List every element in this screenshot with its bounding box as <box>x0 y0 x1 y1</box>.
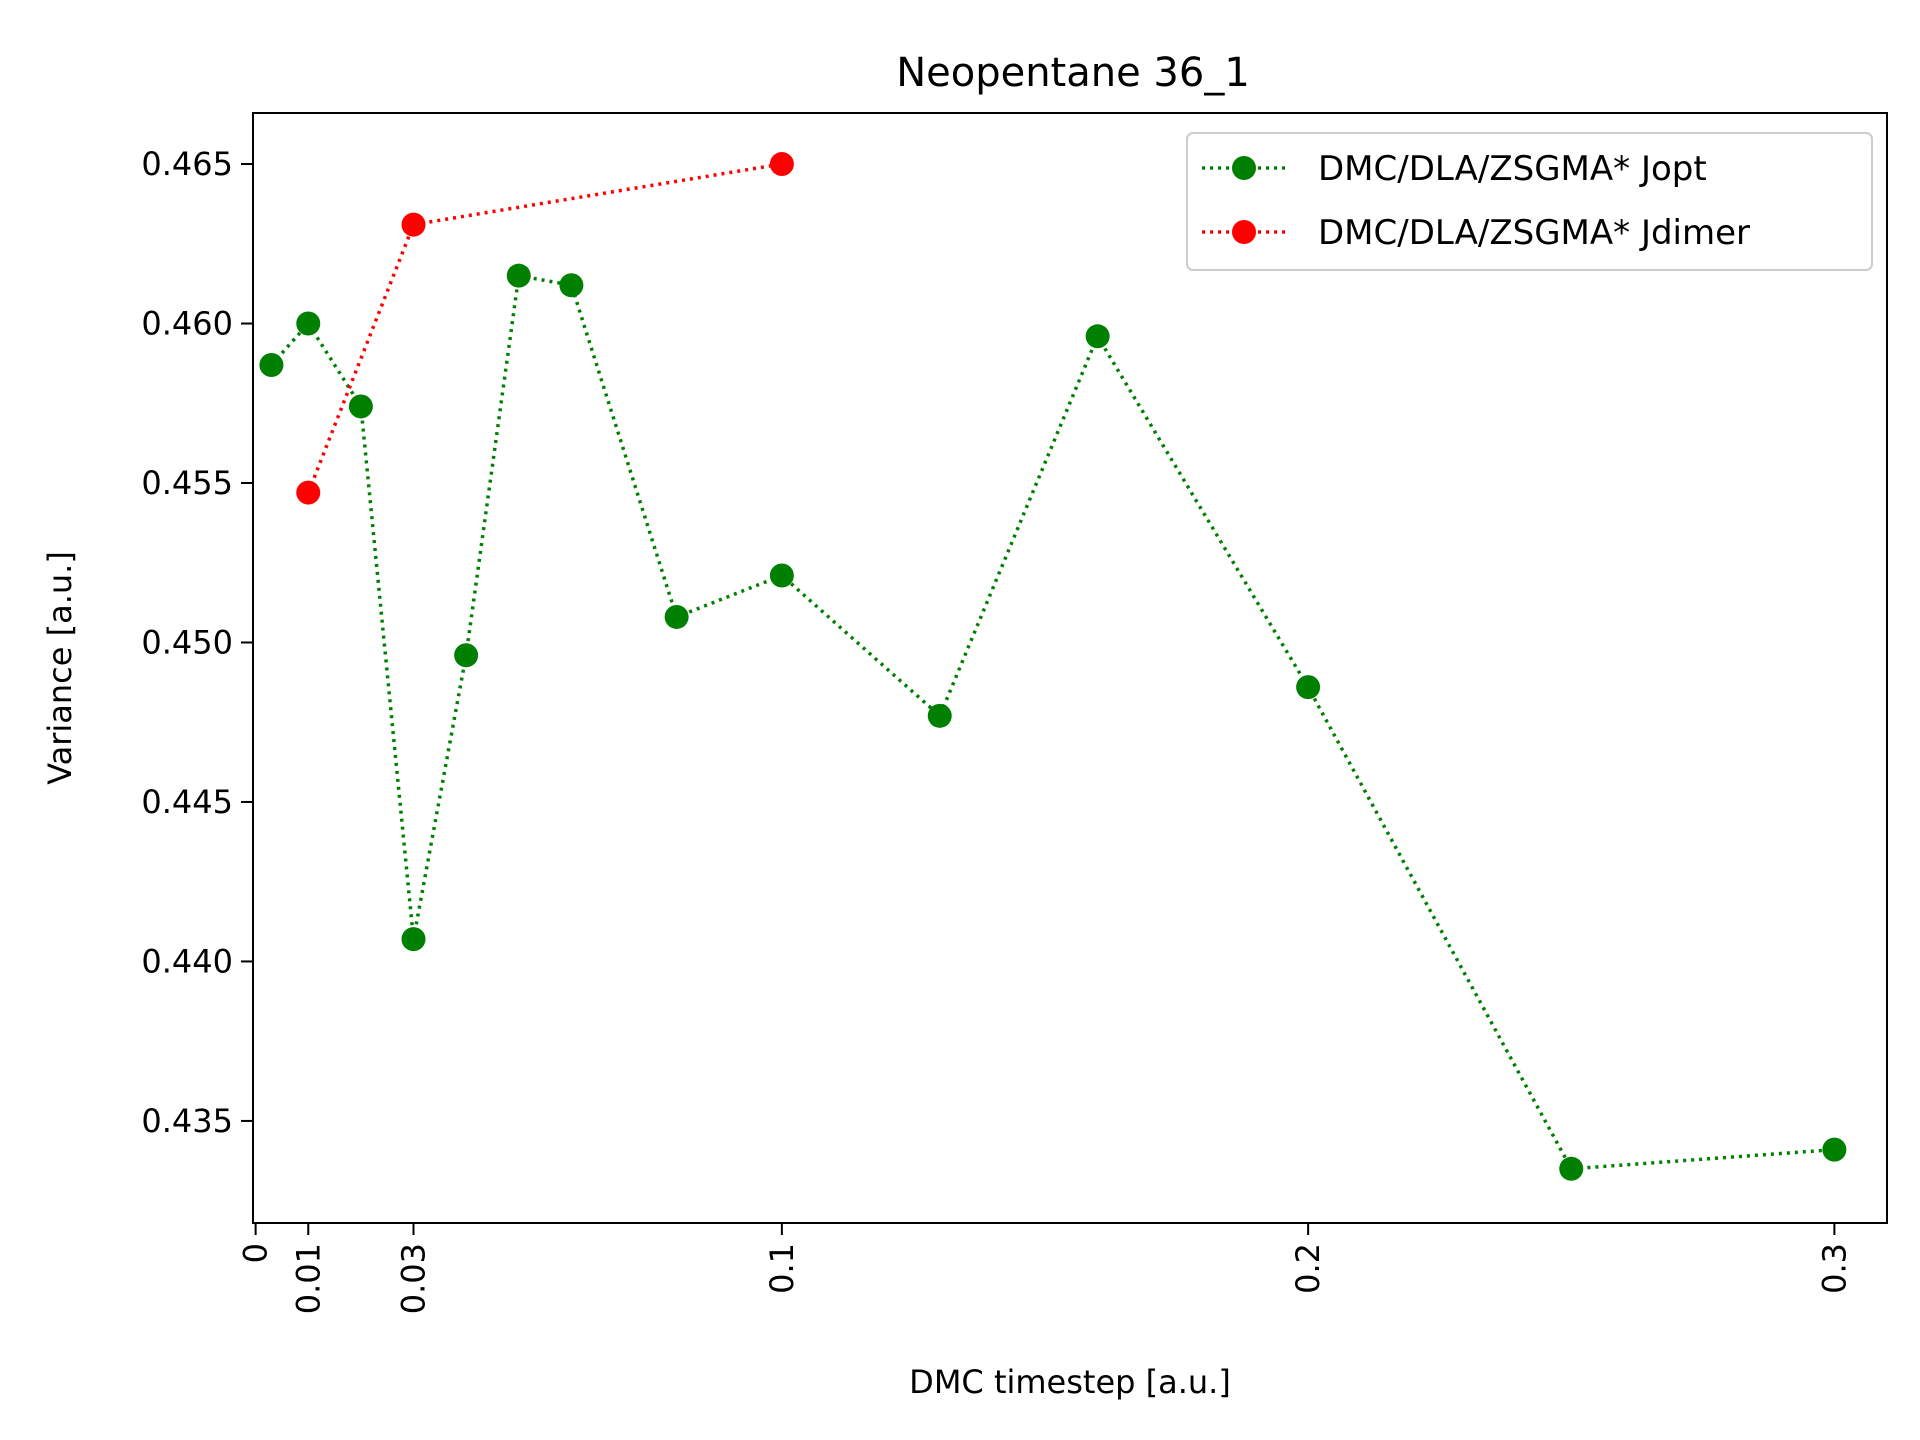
data-point-dmc-dla-zsgma-jopt <box>769 563 794 588</box>
data-point-dmc-dla-zsgma-jopt <box>259 352 284 377</box>
legend-box <box>1186 132 1873 271</box>
y-tick-label: 0.460 <box>141 305 233 343</box>
plot-frame <box>252 112 1888 1224</box>
legend-entry-dmc-dla-zsgma-jopt: DMC/DLA/ZSGMA* Jopt <box>1202 149 1707 189</box>
plot-lines <box>270 162 1835 1171</box>
chart-title: Neopentane 36_1 <box>896 50 1250 96</box>
legend: DMC/DLA/ZSGMA* Jopt DMC/DLA/ZSGMA* Jdimer <box>1186 132 1873 271</box>
data-point-dmc-dla-zsgma-jopt <box>401 927 426 952</box>
data-point-dmc-dla-zsgma-jdimer <box>769 152 794 177</box>
legend-label: DMC/DLA/ZSGMA* Jdimer <box>1318 213 1750 253</box>
x-tick-label: 0.01 <box>289 1243 327 1314</box>
y-tick-label: 0.445 <box>141 783 233 821</box>
data-point-dmc-dla-zsgma-jopt <box>1822 1137 1847 1162</box>
x-tick-label: 0.1 <box>763 1243 801 1294</box>
x-tick-label: 0.2 <box>1289 1243 1327 1294</box>
legend-marker <box>1232 156 1256 180</box>
data-point-dmc-dla-zsgma-jopt <box>1085 324 1110 349</box>
x-tick-label: 0.3 <box>1815 1243 1853 1294</box>
data-point-dmc-dla-zsgma-jopt <box>506 263 531 288</box>
data-point-dmc-dla-zsgma-jopt <box>559 273 584 298</box>
data-point-dmc-dla-zsgma-jopt <box>454 643 479 668</box>
x-axis: 0 0.01 0.03 0.1 0.2 0.3 <box>237 1223 1853 1314</box>
data-point-dmc-dla-zsgma-jopt <box>1296 675 1321 700</box>
y-tick-label: 0.465 <box>141 145 233 183</box>
x-tick-label: 0 <box>237 1243 275 1263</box>
y-axis-label: Variance [a.u.] <box>41 551 79 785</box>
data-point-dmc-dla-zsgma-jdimer <box>296 480 321 505</box>
data-point-dmc-dla-zsgma-jopt <box>348 394 373 419</box>
data-point-dmc-dla-zsgma-jopt <box>927 703 952 728</box>
series-line-dmc-dla-zsgma-jdimer <box>306 162 783 494</box>
data-point-dmc-dla-zsgma-jdimer <box>401 212 426 237</box>
legend-entry-dmc-dla-zsgma-jdimer: DMC/DLA/ZSGMA* Jdimer <box>1202 213 1750 253</box>
y-tick-label: 0.440 <box>141 942 233 980</box>
y-tick-label: 0.450 <box>141 623 233 661</box>
x-tick-label: 0.03 <box>395 1243 433 1314</box>
y-tick-label: 0.435 <box>141 1102 233 1140</box>
data-point-dmc-dla-zsgma-jopt <box>1559 1156 1584 1181</box>
y-tick-label: 0.455 <box>141 464 233 502</box>
data-point-dmc-dla-zsgma-jopt <box>664 604 689 629</box>
plot-markers <box>259 152 1847 1181</box>
legend-label: DMC/DLA/ZSGMA* Jopt <box>1318 149 1707 189</box>
legend-marker <box>1232 220 1256 244</box>
x-axis-label: DMC timestep [a.u.] <box>909 1363 1231 1401</box>
y-axis: 0.435 0.440 0.445 0.450 0.455 0.460 0.465 <box>141 145 253 1140</box>
series-line-dmc-dla-zsgma-jopt <box>270 273 1835 1171</box>
data-point-dmc-dla-zsgma-jopt <box>296 311 321 336</box>
